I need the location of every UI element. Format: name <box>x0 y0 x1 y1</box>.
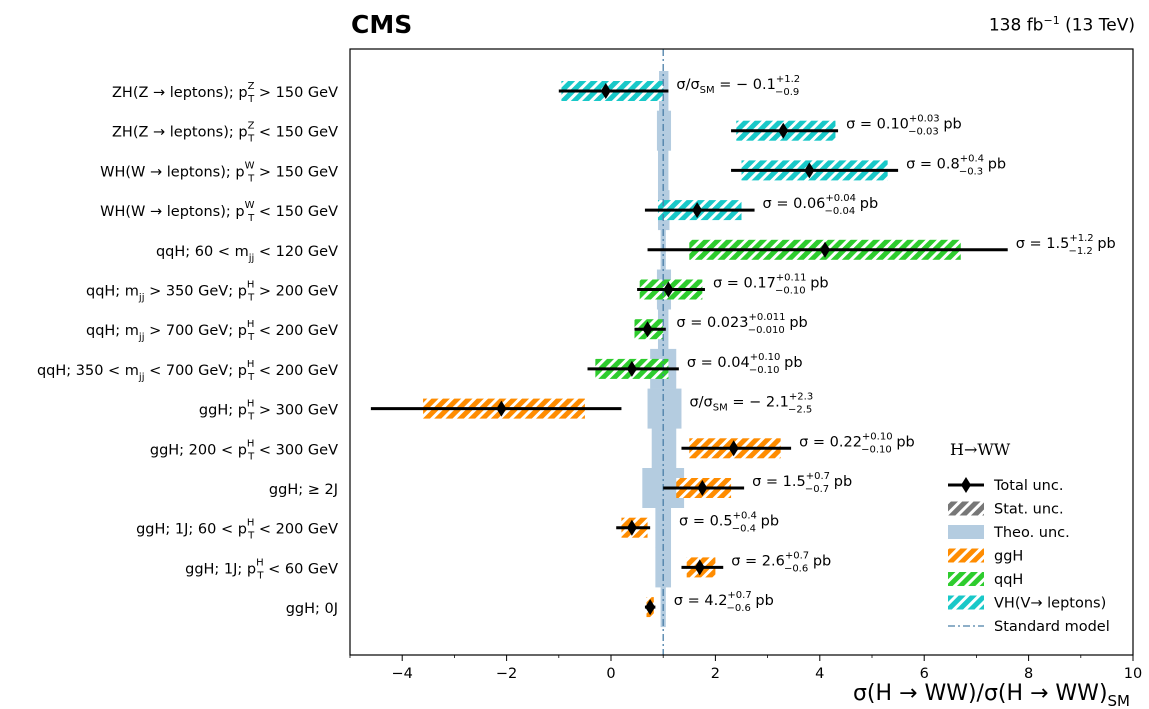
legend-label: ggH <box>994 549 1023 565</box>
central-value-point <box>642 321 653 338</box>
legend-label: VH(V→ leptons) <box>994 596 1106 612</box>
category-label: ggH; 1J; 60 < pH T < 200 GeV <box>136 518 338 542</box>
legend-swatch-VH <box>948 595 984 610</box>
category-label: ggH; 0J <box>286 601 338 617</box>
legend-label: Stat. unc. <box>994 502 1064 518</box>
legend-title: H→WW <box>950 440 1011 459</box>
legend-swatch-ggH <box>948 548 984 563</box>
legend-label: Standard model <box>994 619 1110 635</box>
stat-uncertainty-layer <box>423 81 961 618</box>
lumi-energy: (13 TeV) <box>1059 15 1135 36</box>
category-label: qqH; mjj > 350 GeV; pH T > 200 GeV <box>86 280 338 304</box>
category-label: ggH; 1J; pH T < 60 GeV <box>185 557 338 581</box>
lumi-value: 138 fb <box>988 15 1044 36</box>
result-value: σ = 0.5+0.4 −0.4 pb <box>679 511 779 535</box>
result-value: σ = 2.6+0.7 −0.6 pb <box>731 550 831 574</box>
x-axis: −4 −2 0 2 4 6 8 10 <box>349 655 1142 682</box>
central-value-point <box>663 281 674 298</box>
result-value: σ = 0.023+0.011 −0.010 pb <box>676 312 807 336</box>
total-uncertainty-layer <box>370 83 1008 616</box>
x-tick-label: 8 <box>1024 666 1033 682</box>
category-label: ggH; pH T > 300 GeV <box>199 399 338 423</box>
result-value: σ = 0.10+0.03 −0.03 pb <box>846 114 962 138</box>
central-value-point <box>645 599 656 616</box>
theory-band <box>656 110 672 151</box>
theory-band <box>651 428 677 469</box>
legend-swatch-qqH <box>948 572 984 586</box>
category-labels: ZH(Z → leptons); pZ T > 150 GeV ZH(Z → lep… <box>37 81 338 617</box>
lumi-exponent: −1 <box>1043 14 1060 27</box>
central-value-point <box>804 162 815 179</box>
x-axis-label: σ(H → WW)/σ(H → WW)SM <box>853 681 1130 709</box>
result-value: σ = 0.8+0.4 −0.3 pb <box>906 153 1006 177</box>
result-value: σ = 0.22+0.10 −0.10 pb <box>799 431 915 455</box>
result-value: σ = 0.04+0.10 −0.10 pb <box>687 352 803 376</box>
lumi-label: 138 fb−1 (13 TeV) <box>989 14 1135 36</box>
result-annotations: σ/σSM = − 0.1+1.2 −0.9 σ = 0.10+0.03 −0.03 … <box>674 74 1116 614</box>
x-tick-label: 6 <box>920 666 929 682</box>
result-value: σ = 1.5+1.2 −1.2 pb <box>1016 233 1116 257</box>
result-value: σ = 1.5+0.7 −0.7 pb <box>752 471 852 495</box>
theory-band <box>647 388 682 429</box>
cms-label: CMS <box>351 10 413 39</box>
central-value-point <box>600 83 611 99</box>
central-value-point <box>728 440 739 457</box>
category-label: ggH; 200 < pH T < 300 GeV <box>150 438 338 462</box>
central-value-point <box>697 480 708 496</box>
category-label: WH(W → leptons); pW T > 150 GeV <box>100 160 338 184</box>
x-tick-label: 10 <box>1124 666 1142 682</box>
category-label: WH(W → leptons); pW T < 150 GeV <box>100 200 338 224</box>
category-label: qqH; 350 < mjj < 700 GeV; pH T < 200 GeV <box>37 359 338 383</box>
central-value-point <box>626 360 637 377</box>
result-value: σ = 0.06+0.04 −0.04 pb <box>763 193 879 217</box>
result-value: σ = 0.17+0.11 −0.10 pb <box>713 273 829 297</box>
legend-label: qqH <box>994 572 1023 588</box>
category-label: ggH; ≥ 2J <box>269 482 338 498</box>
central-value-point <box>820 241 831 258</box>
x-tick-label: −4 <box>392 666 413 682</box>
category-label: ZH(Z → leptons); pZ T < 150 GeV <box>112 121 338 145</box>
x-tick-label: 2 <box>711 666 720 682</box>
central-value-point <box>778 122 789 139</box>
legend-swatch-stat <box>948 501 984 516</box>
legend-swatch-theo <box>948 525 984 539</box>
legend-label: Total unc. <box>993 478 1063 494</box>
result-value: σ/σSM = − 0.1+1.2 −0.9 <box>676 74 800 98</box>
result-value: σ = 4.2+0.7 −0.6 pb <box>674 590 774 614</box>
central-value-point <box>496 400 507 417</box>
theory-band <box>655 547 672 588</box>
central-value-point <box>692 202 703 219</box>
legend: H→WW Total unc. Stat. unc. Theo. unc. ggH qqH… <box>948 440 1110 635</box>
category-label: qqH; mjj > 700 GeV; pH T < 200 GeV <box>86 319 338 343</box>
theory-band <box>655 507 672 548</box>
legend-swatch-marker <box>961 477 971 493</box>
x-tick-label: 4 <box>815 666 824 682</box>
x-tick-label: −2 <box>496 666 517 682</box>
x-tick-label: 0 <box>606 666 615 682</box>
central-value-point <box>626 519 637 536</box>
category-label: qqH; 60 < mjj < 120 GeV <box>156 244 338 264</box>
legend-label: Theo. unc. <box>993 525 1070 541</box>
plot-frame <box>349 48 1134 656</box>
result-value: σ/σSM = − 2.1+2.3 −2.5 <box>689 392 813 416</box>
category-label: ZH(Z → leptons); pZ T > 150 GeV <box>112 81 338 105</box>
central-value-point <box>694 559 705 576</box>
